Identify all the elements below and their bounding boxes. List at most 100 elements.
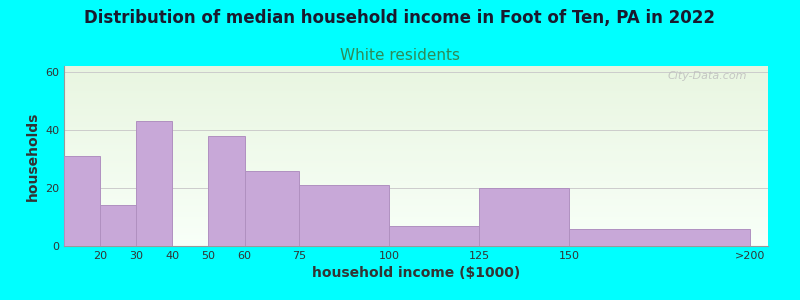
Bar (64, 113, 768, 115)
Bar (64, 120, 768, 122)
Text: City-Data.com: City-Data.com (667, 71, 747, 81)
Bar (64, 241, 768, 242)
Bar (64, 143, 768, 145)
Bar (64, 183, 768, 185)
Bar (64, 95, 768, 97)
Bar (64, 71, 768, 73)
Bar (64, 178, 768, 179)
Bar (64, 149, 768, 151)
Bar (64, 167, 768, 169)
Bar (64, 86, 768, 88)
Bar (64, 75, 768, 77)
Bar (64, 79, 768, 80)
Bar (245, 170, 298, 246)
Bar (64, 156, 768, 158)
Bar (64, 197, 768, 199)
Bar (64, 239, 768, 241)
Bar (64, 172, 768, 174)
Bar (64, 154, 768, 156)
Bar (64, 145, 768, 147)
Bar (64, 84, 768, 86)
Bar (64, 235, 768, 237)
Bar (64, 192, 768, 194)
Bar (298, 185, 389, 246)
Bar (64, 188, 768, 190)
Bar (64, 230, 768, 232)
Bar (64, 169, 768, 170)
Bar (64, 136, 768, 138)
Bar (64, 88, 768, 89)
Bar (64, 151, 768, 152)
Bar (136, 121, 172, 246)
Bar (64, 111, 768, 113)
Bar (64, 203, 768, 205)
Bar (64, 194, 768, 196)
Bar (64, 185, 768, 187)
Bar (64, 199, 768, 201)
Bar (64, 118, 768, 120)
Bar (64, 196, 768, 197)
Bar (64, 174, 768, 176)
Bar (64, 221, 768, 223)
Bar (64, 170, 768, 172)
Bar (64, 93, 768, 95)
Bar (64, 82, 768, 84)
Bar (64, 80, 768, 82)
Bar (100, 206, 136, 246)
Bar (64, 147, 768, 149)
Bar (64, 187, 768, 188)
Bar (64, 138, 768, 140)
Bar (64, 140, 768, 142)
Bar (64, 163, 768, 165)
Bar (64, 122, 768, 124)
Bar (64, 190, 768, 192)
Y-axis label: households: households (26, 111, 39, 201)
Bar (64, 233, 768, 235)
Bar (64, 215, 768, 217)
Bar (64, 212, 768, 214)
Bar (64, 106, 768, 107)
Bar (64, 142, 768, 143)
Bar (64, 89, 768, 91)
Bar (64, 232, 768, 233)
Bar (64, 102, 768, 104)
Bar (64, 129, 768, 131)
Bar (64, 165, 768, 167)
Bar (64, 210, 768, 212)
Bar (64, 116, 768, 118)
Bar (64, 70, 768, 71)
Bar (64, 201, 768, 203)
Bar (64, 68, 768, 70)
Bar (389, 226, 479, 246)
Bar (64, 228, 768, 230)
Bar (64, 161, 768, 163)
Bar (64, 237, 768, 239)
Bar (64, 107, 768, 109)
Bar (64, 217, 768, 219)
Bar (64, 134, 768, 136)
Bar (64, 242, 768, 244)
Bar (64, 66, 768, 68)
Text: White residents: White residents (340, 48, 460, 63)
Bar (64, 152, 768, 154)
Bar (64, 208, 768, 210)
Bar (64, 224, 768, 226)
Bar (209, 136, 245, 246)
Bar (64, 181, 768, 183)
Bar (64, 219, 768, 221)
Bar (64, 156, 100, 246)
Bar (64, 179, 768, 181)
Bar (64, 104, 768, 106)
Bar (479, 188, 570, 246)
Bar (64, 115, 768, 116)
Bar (64, 131, 768, 133)
Bar (64, 97, 768, 98)
Bar (64, 124, 768, 125)
Bar (64, 125, 768, 127)
Bar (64, 127, 768, 129)
Text: Distribution of median household income in Foot of Ten, PA in 2022: Distribution of median household income … (85, 9, 715, 27)
Bar (64, 160, 768, 161)
Bar (64, 133, 768, 134)
X-axis label: household income ($1000): household income ($1000) (312, 266, 520, 280)
Bar (64, 109, 768, 111)
